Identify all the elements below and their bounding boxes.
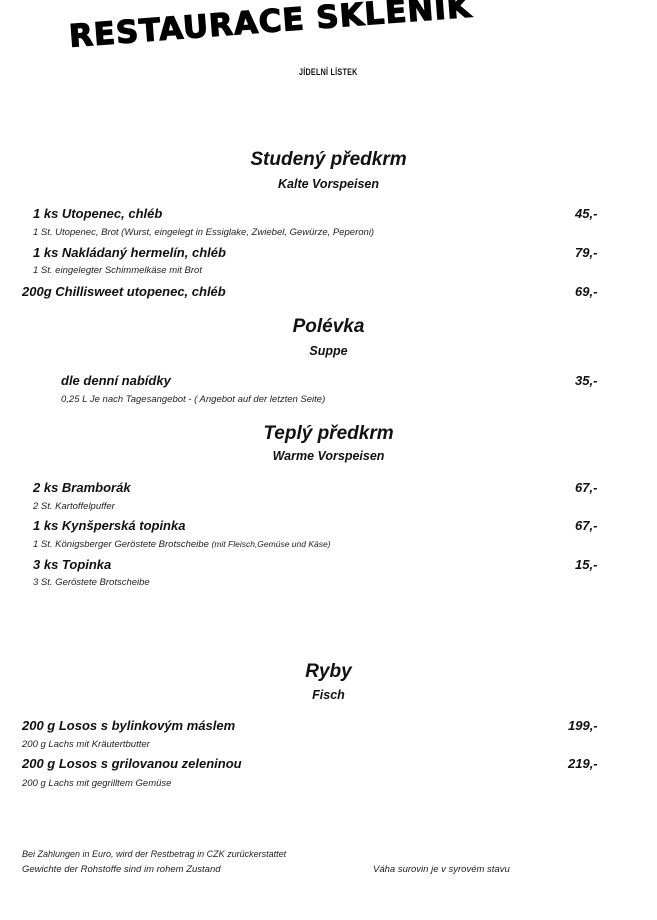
item-desc: 1 St. eingelegter Schimmelkäse mit Brot	[33, 265, 202, 276]
section-title-cold-starters: Studený předkrm	[250, 149, 407, 170]
section-title-fish: Ryby	[305, 661, 352, 682]
footer-weight-note-cz: Váha surovin je v syrovém stavu	[373, 864, 510, 875]
item-name: 1 ks Nakládaný hermelín, chléb	[33, 245, 226, 260]
footer-weight-note-de: Gewichte der Rohstoffe sind im rohem Zus…	[22, 864, 221, 875]
item-price: 15,-	[575, 557, 598, 572]
item-name: 1 ks Utopenec, chléb	[33, 206, 163, 221]
item-name: 200 g Losos s bylinkovým máslem	[22, 718, 236, 733]
item-price: 69,-	[575, 284, 598, 299]
item-price: 79,-	[575, 245, 598, 260]
restaurant-title: RESTAURACE SKLENÍK	[67, 0, 474, 56]
item-name: 3 ks Topinka	[33, 557, 112, 572]
footer-payment-note: Bei Zahlungen in Euro, wird der Restbetr…	[22, 849, 287, 859]
section-title-soup: Polévka	[292, 316, 365, 337]
item-name: 200g Chillisweet utopenec, chléb	[22, 284, 226, 299]
item-name: 200 g Losos s grilovanou zeleninou	[22, 756, 242, 771]
section-subtitle-soup: Suppe	[309, 344, 348, 358]
section-subtitle-fish: Fisch	[312, 688, 345, 702]
menu-subtitle: JÍDELNÍ LÍSTEK	[299, 67, 358, 77]
item-desc: 3 St. Geröstete Brotscheibe	[33, 577, 150, 588]
item-name: dle denní nabídky	[61, 373, 171, 388]
item-price: 67,-	[575, 518, 598, 533]
item-price: 45,-	[575, 206, 598, 221]
item-desc-main: 1 St. Königsberger Geröstete Brotscheibe	[33, 539, 209, 550]
item-price: 199,-	[568, 718, 598, 733]
item-price: 67,-	[575, 480, 598, 495]
item-desc-extra: (mit Fleisch,Gemüse und Käse)	[211, 539, 331, 549]
section-subtitle-warm-starters: Warme Vorspeisen	[272, 449, 385, 463]
item-price: 35,-	[575, 373, 598, 388]
item-desc: 2 St. Kartoffelpuffer	[33, 501, 115, 512]
item-desc: 1 St. Utopenec, Brot (Wurst, eingelegt i…	[33, 227, 375, 238]
section-title-warm-starters: Teplý předkrm	[263, 423, 394, 444]
item-desc: 1 St. Königsberger Geröstete Brotscheibe…	[33, 540, 331, 550]
section-subtitle-cold-starters: Kalte Vorspeisen	[278, 177, 379, 191]
item-name: 1 ks Kynšperská topinka	[33, 518, 186, 533]
item-price: 219,-	[568, 756, 598, 771]
item-desc: 0,25 L Je nach Tagesangebot - ( Angebot …	[61, 394, 326, 405]
item-desc: 200 g Lachs mit gegrilltem Gemüse	[22, 778, 172, 789]
item-desc: 200 g Lachs mit Kräutertbutter	[22, 739, 150, 750]
item-name: 2 ks Bramborák	[33, 480, 131, 495]
